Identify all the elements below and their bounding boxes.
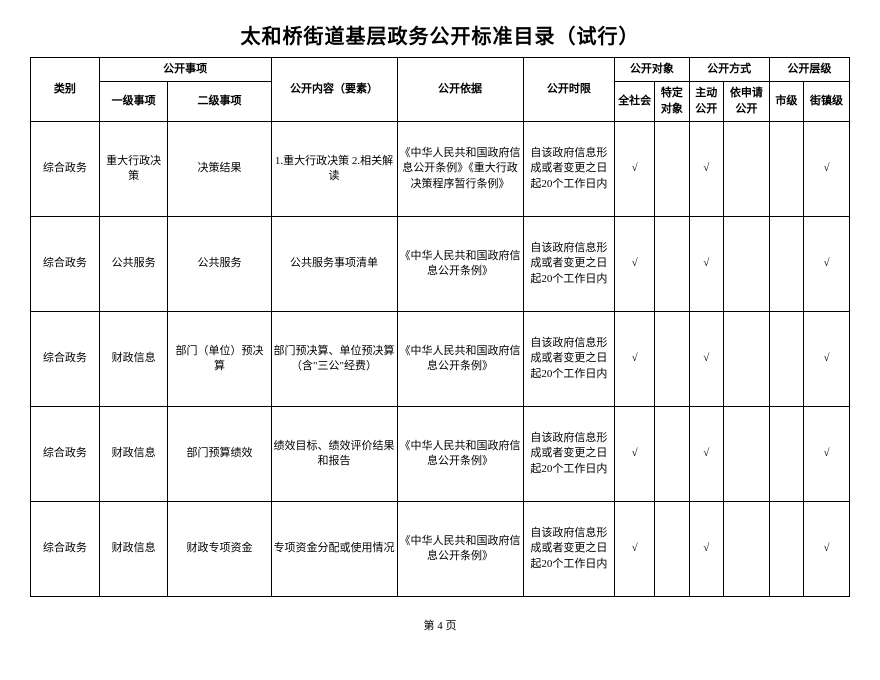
cell-basis: 《中华人民共和国政府信息公开条例》《重大行政决策程序暂行条例》 [397,122,523,217]
cell-check-all: √ [615,217,655,312]
cell-level2: 公共服务 [168,217,271,312]
th-basis: 公开依据 [397,58,523,122]
cell-content: 部门预决算、单位预决算（含"三公"经费） [271,312,397,407]
th-level2: 二级事项 [168,82,271,122]
cell-check-active: √ [689,312,723,407]
cell-basis: 《中华人民共和国政府信息公开条例》 [397,217,523,312]
cell-time: 自该政府信息形成或者变更之日起20个工作日内 [523,312,615,407]
cell-check-town: √ [804,312,850,407]
cell-time: 自该政府信息形成或者变更之日起20个工作日内 [523,407,615,502]
cell-check-all: √ [615,312,655,407]
th-method: 公开方式 [689,58,769,82]
cell-category: 综合政务 [31,122,100,217]
directory-table: 类别 公开事项 公开内容（要素） 公开依据 公开时限 公开对象 公开方式 公开层… [30,57,850,597]
cell-check-city [769,122,803,217]
th-target-all: 全社会 [615,82,655,122]
cell-check-request [723,502,769,597]
th-level-city: 市级 [769,82,803,122]
cell-content: 专项资金分配或使用情况 [271,502,397,597]
th-content: 公开内容（要素） [271,58,397,122]
cell-check-request [723,312,769,407]
cell-level1: 财政信息 [99,407,168,502]
table-row: 综合政务公共服务公共服务公共服务事项清单《中华人民共和国政府信息公开条例》自该政… [31,217,850,312]
cell-level2: 部门预算绩效 [168,407,271,502]
cell-check-active: √ [689,502,723,597]
th-method-request: 依申请公开 [723,82,769,122]
cell-check-town: √ [804,407,850,502]
th-target-specific: 特定对象 [655,82,689,122]
cell-category: 综合政务 [31,217,100,312]
cell-level1: 财政信息 [99,502,168,597]
cell-content: 1.重大行政决策 2.相关解读 [271,122,397,217]
cell-check-active: √ [689,122,723,217]
cell-check-town: √ [804,502,850,597]
cell-check-specific [655,502,689,597]
table-row: 综合政务财政信息部门预算绩效绩效目标、绩效评价结果和报告《中华人民共和国政府信息… [31,407,850,502]
cell-category: 综合政务 [31,312,100,407]
cell-check-specific [655,312,689,407]
cell-check-active: √ [689,217,723,312]
cell-category: 综合政务 [31,502,100,597]
th-time: 公开时限 [523,58,615,122]
th-level: 公开层级 [769,58,849,82]
table-row: 综合政务财政信息财政专项资金专项资金分配或使用情况《中华人民共和国政府信息公开条… [31,502,850,597]
cell-basis: 《中华人民共和国政府信息公开条例》 [397,407,523,502]
page-footer: 第 4 页 [30,617,850,633]
th-matters: 公开事项 [99,58,271,82]
cell-content: 公共服务事项清单 [271,217,397,312]
cell-check-active: √ [689,407,723,502]
th-method-active: 主动公开 [689,82,723,122]
cell-check-specific [655,407,689,502]
cell-level1: 重大行政决策 [99,122,168,217]
cell-check-specific [655,217,689,312]
th-level-town: 街镇级 [804,82,850,122]
cell-category: 综合政务 [31,407,100,502]
cell-check-all: √ [615,502,655,597]
th-target: 公开对象 [615,58,689,82]
cell-level1: 公共服务 [99,217,168,312]
cell-check-request [723,217,769,312]
cell-level2: 决策结果 [168,122,271,217]
cell-check-city [769,407,803,502]
cell-level2: 财政专项资金 [168,502,271,597]
cell-check-request [723,407,769,502]
cell-check-request [723,122,769,217]
cell-check-specific [655,122,689,217]
cell-time: 自该政府信息形成或者变更之日起20个工作日内 [523,217,615,312]
cell-time: 自该政府信息形成或者变更之日起20个工作日内 [523,502,615,597]
table-row: 综合政务财政信息部门（单位）预决算部门预决算、单位预决算（含"三公"经费）《中华… [31,312,850,407]
cell-check-city [769,217,803,312]
cell-level2: 部门（单位）预决算 [168,312,271,407]
cell-check-all: √ [615,122,655,217]
cell-basis: 《中华人民共和国政府信息公开条例》 [397,502,523,597]
cell-basis: 《中华人民共和国政府信息公开条例》 [397,312,523,407]
table-row: 综合政务重大行政决策决策结果1.重大行政决策 2.相关解读《中华人民共和国政府信… [31,122,850,217]
cell-time: 自该政府信息形成或者变更之日起20个工作日内 [523,122,615,217]
cell-level1: 财政信息 [99,312,168,407]
th-category: 类别 [31,58,100,122]
cell-check-town: √ [804,217,850,312]
cell-check-all: √ [615,407,655,502]
page-title: 太和桥街道基层政务公开标准目录（试行） [30,20,850,49]
cell-check-city [769,502,803,597]
cell-check-town: √ [804,122,850,217]
cell-check-city [769,312,803,407]
th-level1: 一级事项 [99,82,168,122]
cell-content: 绩效目标、绩效评价结果和报告 [271,407,397,502]
